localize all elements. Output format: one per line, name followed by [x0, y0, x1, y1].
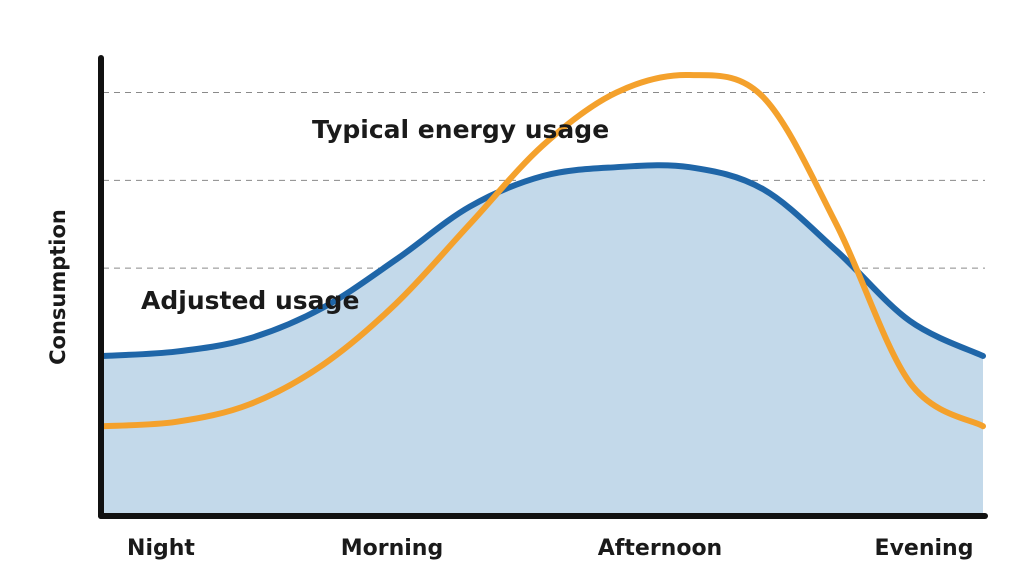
series-label-adjusted: Adjusted usage — [141, 286, 359, 315]
y-axis-label: Consumption — [46, 209, 70, 365]
x-tick-label: Morning — [341, 536, 443, 561]
series-label-typical: Typical energy usage — [312, 115, 609, 144]
x-tick-label: Evening — [875, 536, 974, 561]
adjusted-usage-line — [100, 162, 986, 359]
typical-usage-line — [100, 71, 986, 430]
x-tick-label: Night — [127, 536, 195, 561]
adjusted-usage-area — [103, 165, 983, 514]
x-tick-label: Afternoon — [598, 536, 722, 561]
